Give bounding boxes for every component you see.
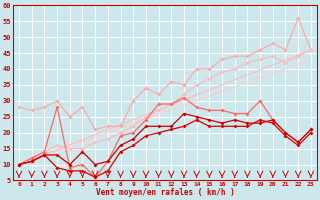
X-axis label: Vent moyen/en rafales ( km/h ): Vent moyen/en rafales ( km/h ) bbox=[96, 188, 234, 197]
